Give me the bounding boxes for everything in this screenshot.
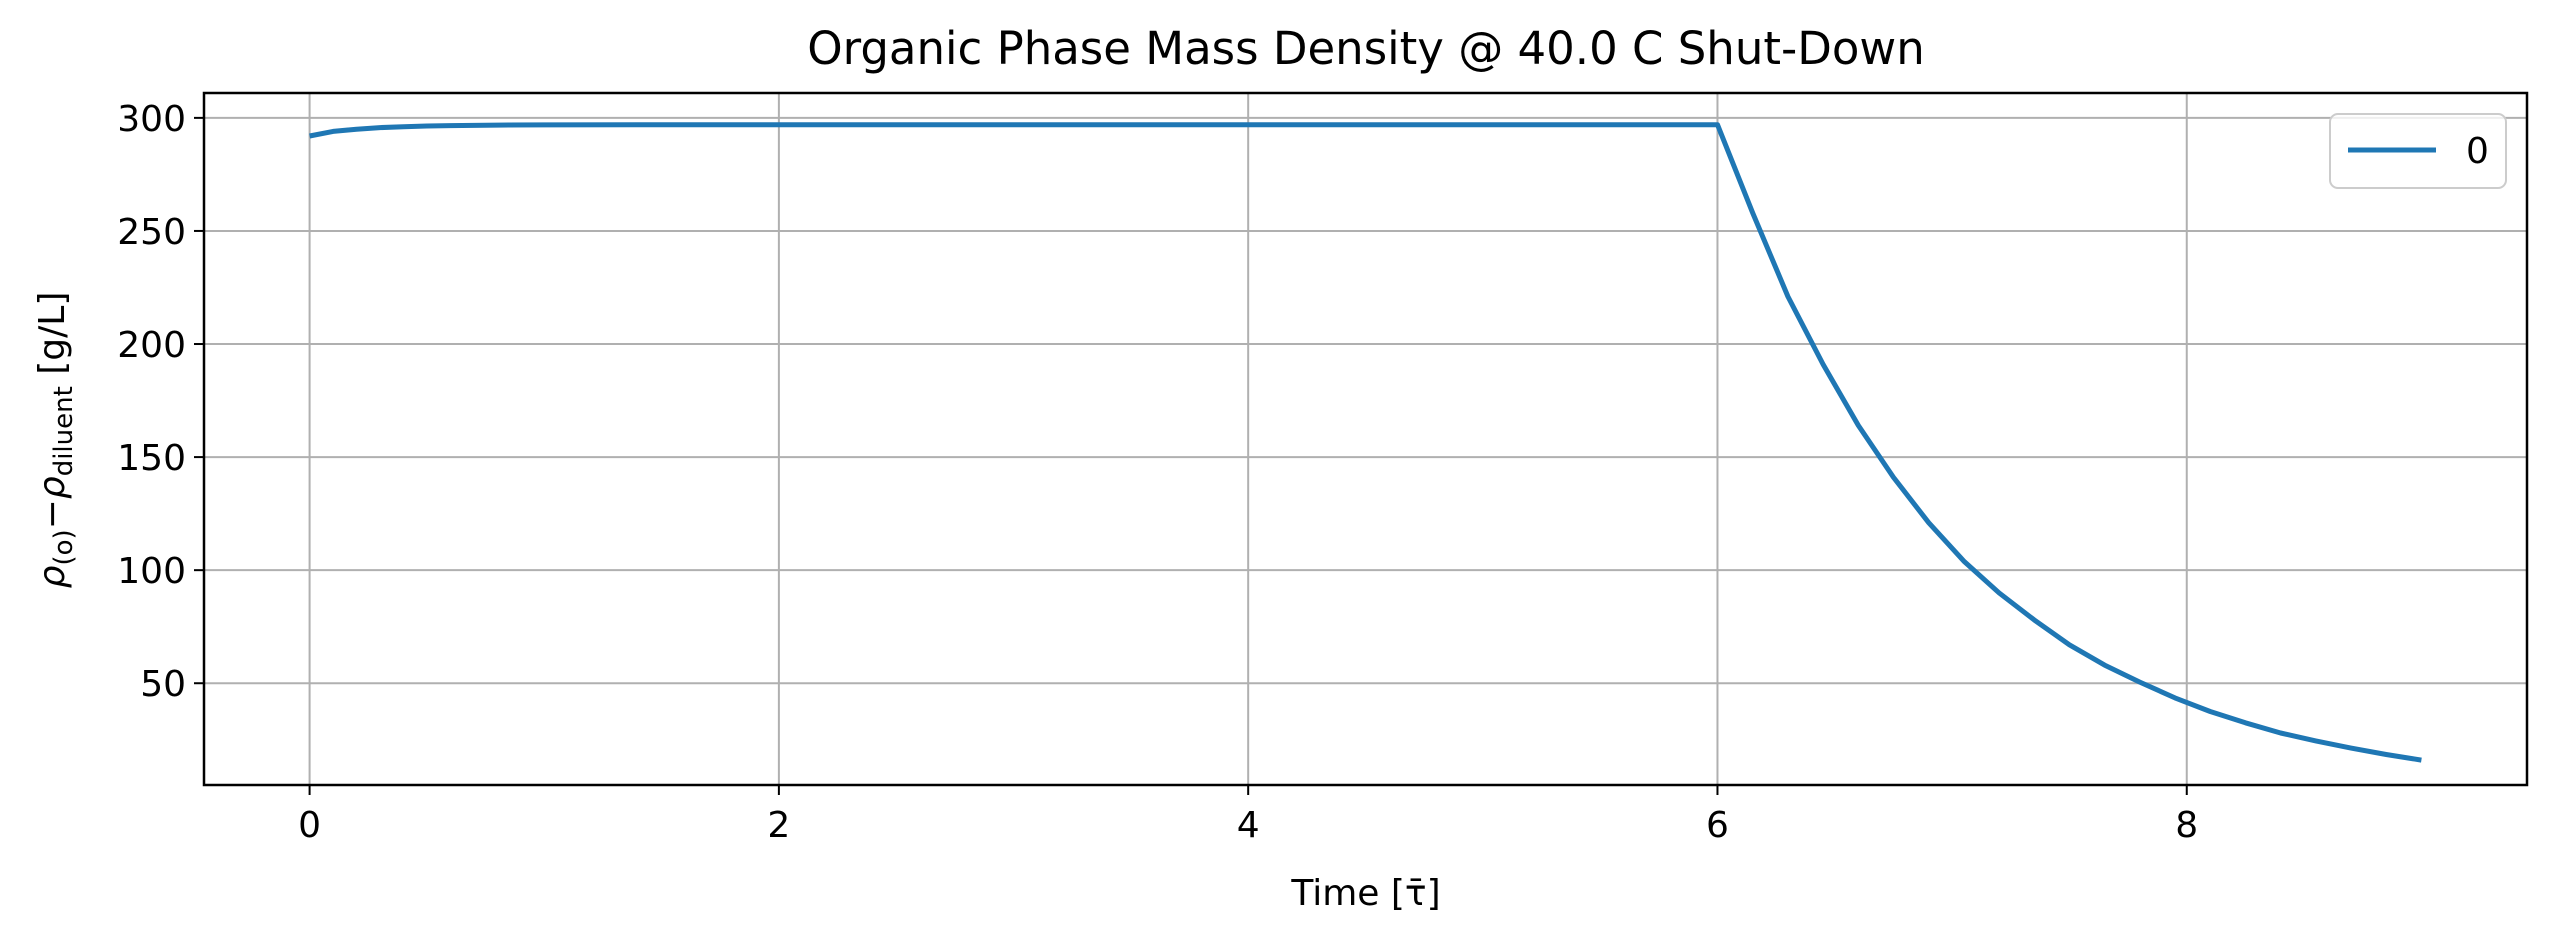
chart-title: Organic Phase Mass Density @ 40.0 C Shut…: [807, 22, 1925, 75]
legend: 0: [2329, 113, 2507, 189]
x-tick-label: 6: [1706, 805, 1729, 846]
x-axis-label: Time [τ̄]: [1290, 873, 1440, 914]
axis-ticks: 0 2 4 6 8 50 100 150 200 250 300: [117, 99, 2198, 846]
x-tick-label: 8: [2175, 805, 2198, 846]
y-axis-label-minus: −: [32, 499, 73, 529]
y-axis-label-sub-o: (o): [49, 529, 79, 565]
y-axis-label-sub-diluent: diluent: [49, 386, 79, 476]
x-tick-label: 0: [298, 805, 321, 846]
y-tick-label: 200: [117, 325, 186, 366]
plot-frame: [202, 91, 2529, 787]
y-tick-label: 300: [117, 99, 186, 140]
legend-label: 0: [2466, 131, 2489, 172]
y-axis-label-rho-2: ρ: [32, 476, 73, 499]
y-tick-label: 150: [117, 438, 186, 479]
series-line: [309, 122, 2422, 763]
y-axis-label: ρ(o)−ρdiluent [g/L]: [32, 292, 79, 589]
x-tick-label: 2: [767, 805, 790, 846]
grid-lines: [204, 93, 2527, 785]
x-tick-label: 4: [1237, 805, 1260, 846]
series-layer: [309, 122, 2422, 763]
y-tick-label: 100: [117, 551, 186, 592]
y-tick-label: 250: [117, 212, 186, 253]
y-axis-label-unit: [g/L]: [32, 292, 73, 387]
y-axis-label-rho: ρ: [32, 565, 73, 588]
y-tick-label: 50: [140, 664, 186, 705]
